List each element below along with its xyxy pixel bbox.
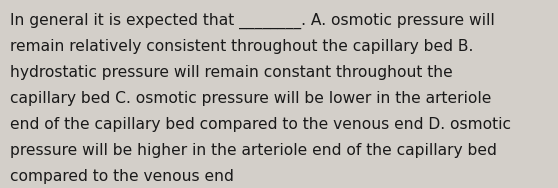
Text: compared to the venous end: compared to the venous end bbox=[10, 169, 234, 184]
Text: hydrostatic pressure will remain constant throughout the: hydrostatic pressure will remain constan… bbox=[10, 65, 453, 80]
Text: remain relatively consistent throughout the capillary bed B.: remain relatively consistent throughout … bbox=[10, 39, 473, 54]
Text: end of the capillary bed compared to the venous end D. osmotic: end of the capillary bed compared to the… bbox=[10, 117, 511, 132]
Text: In general it is expected that ________. A. osmotic pressure will: In general it is expected that ________.… bbox=[10, 13, 495, 29]
Text: pressure will be higher in the arteriole end of the capillary bed: pressure will be higher in the arteriole… bbox=[10, 143, 497, 158]
Text: capillary bed C. osmotic pressure will be lower in the arteriole: capillary bed C. osmotic pressure will b… bbox=[10, 91, 492, 106]
